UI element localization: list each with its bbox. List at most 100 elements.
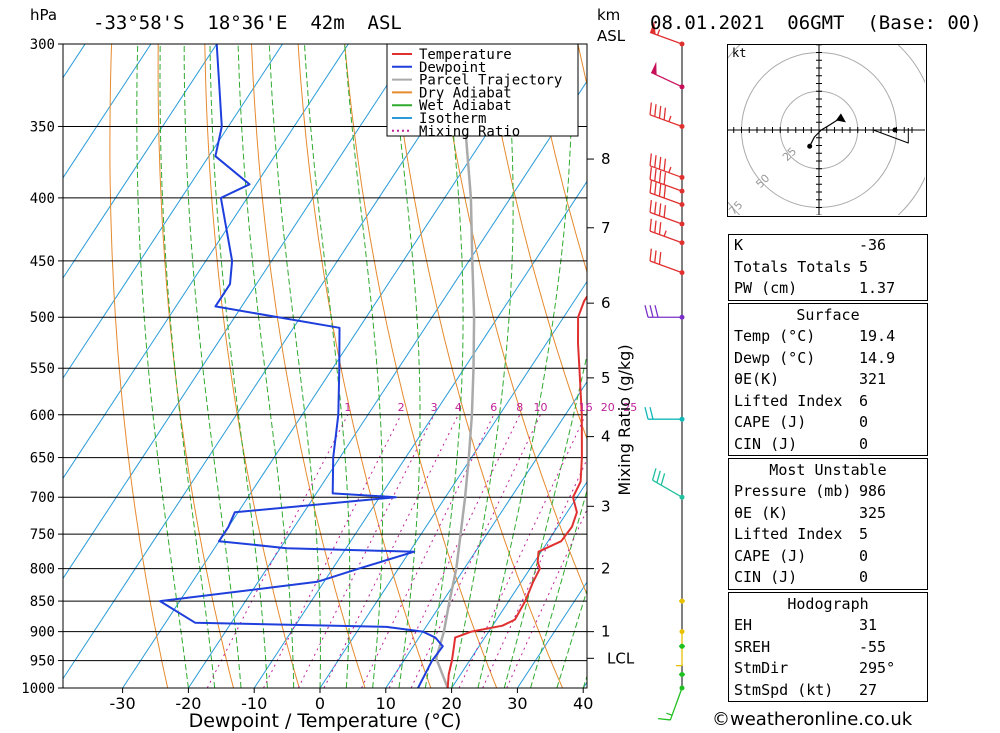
pressure-tick-label: 800 <box>30 562 55 578</box>
surface-label: θE(K) <box>734 370 780 388</box>
temperature-tick-label: 40 <box>573 694 593 713</box>
hodograph-row: SREH -55 <box>729 637 927 659</box>
wind-barb <box>650 61 683 88</box>
wet-adiabat-line <box>390 44 421 688</box>
km-label: km <box>597 6 620 24</box>
most-unstable-value: 5 <box>859 525 869 543</box>
wet-adiabat-line <box>424 44 464 688</box>
pressure-tick-label: 450 <box>30 254 55 270</box>
most-unstable-value: 986 <box>859 482 887 500</box>
hodograph-start-point <box>807 143 813 149</box>
index-row: K -36 <box>729 235 927 257</box>
index-value: 1.37 <box>859 279 896 297</box>
km-tick-label: 5 <box>601 369 611 387</box>
pressure-tick-label: 600 <box>30 408 55 424</box>
mixing-ratio-line <box>206 414 349 688</box>
pressure-tick-label: 300 <box>30 37 55 53</box>
surface-row: Dewp (°C) 14.9 <box>729 348 927 370</box>
surface-label: CAPE (J) <box>734 413 807 431</box>
hodograph-row: StmDir 295° <box>729 658 927 680</box>
mixing-ratio-label: 2 <box>398 401 405 414</box>
most-unstable-label: θE (K) <box>734 503 789 522</box>
wind-barb <box>649 167 683 192</box>
pressure-tick-label: 750 <box>30 527 55 543</box>
wind-barb <box>649 248 683 274</box>
surface-label: Dewp (°C) <box>734 348 816 367</box>
hodograph-value: 27 <box>859 680 878 699</box>
isotherm-line <box>451 481 587 688</box>
most-unstable-row: Lifted Index 5 <box>729 524 927 546</box>
isotherm-line <box>63 44 415 580</box>
most-unstable-value: 325 <box>859 503 887 522</box>
km-tick-label: 1 <box>601 623 611 641</box>
hodograph-value: 31 <box>859 616 878 634</box>
temperature-tick-label: -10 <box>241 694 267 713</box>
wind-barb <box>658 687 683 721</box>
hodograph-label: StmSpd (kt) <box>734 680 834 699</box>
hodograph-label: SREH <box>734 637 771 656</box>
wet-adiabat-line <box>237 44 295 688</box>
mixing-ratio-label: 3 <box>431 401 438 414</box>
temperature-tick-label: 10 <box>376 694 396 713</box>
index-label: K <box>734 236 744 254</box>
pressure-tick-label: 500 <box>30 310 55 326</box>
hodograph-panel: kt <box>727 44 927 217</box>
most-unstable-row: θE (K) 325 <box>729 503 927 525</box>
most-unstable-row: Pressure (mb) 986 <box>729 481 927 503</box>
hodograph-value: -55 <box>859 637 887 656</box>
surface-value: 0 <box>859 413 869 431</box>
asl-label: ASL <box>597 27 626 45</box>
pressure-tick-label: 650 <box>30 451 55 467</box>
dewpoint-line <box>159 44 444 688</box>
isotherm-line <box>63 44 481 680</box>
mixing-ratio-label: 1 <box>344 401 351 414</box>
wind-barb <box>651 468 683 498</box>
mixing-ratio-line <box>410 414 541 688</box>
pressure-tick-label: 350 <box>30 119 55 135</box>
temperature-tick-label: 0 <box>315 694 325 713</box>
km-tick-label: LCL <box>607 649 635 667</box>
mixing-ratio-label: 8 <box>516 401 523 414</box>
hodograph-table: Hodograph EH 31 SREH -55 StmDir 295° StmSpd (k… <box>728 592 928 702</box>
wind-barb <box>649 180 683 206</box>
legend-entry: Isotherm <box>419 111 486 127</box>
datetime-title: 08.01.2021 06GMT (Base: 00) <box>650 12 982 34</box>
index-label: Totals Totals <box>734 257 852 276</box>
pressure-tick-label: 700 <box>30 490 55 506</box>
surface-title: Surface <box>796 306 860 324</box>
hodograph-trace <box>809 117 841 147</box>
isotherm-line <box>63 44 218 279</box>
hodograph-row: EH 31 <box>729 615 927 637</box>
isotherm-line <box>253 180 587 688</box>
legend-entry: Dewpoint <box>419 60 486 76</box>
mixing-ratio-label: 25 <box>623 401 637 414</box>
mixing-ratio-axis-label: Mixing Ratio (g/kg) <box>615 344 634 495</box>
plot-frame <box>62 43 588 689</box>
km-tick-label: 8 <box>601 150 611 168</box>
wind-barb <box>649 102 683 128</box>
surface-value: 14.9 <box>859 348 896 367</box>
surface-row: CIN (J) 0 <box>729 434 927 456</box>
isotherm-line <box>0 26 31 714</box>
index-value: -36 <box>859 236 887 254</box>
most-unstable-label: CIN (J) <box>734 568 798 586</box>
surface-table: Surface Temp (°C) 19.4 Dewp (°C) 14.9 θE(K) 3… <box>728 303 928 456</box>
wet-adiabat-line <box>159 44 216 688</box>
index-value: 5 <box>859 257 869 276</box>
km-tick-label: 2 <box>601 560 611 578</box>
mixing-ratio-label: 6 <box>490 401 497 414</box>
storm-motion-point <box>892 127 898 133</box>
hodograph-label: EH <box>734 616 753 634</box>
pressure-tick-label: 400 <box>30 191 55 207</box>
most-unstable-label: Pressure (mb) <box>734 482 852 500</box>
index-row: Totals Totals 5 <box>729 257 927 279</box>
wind-barb <box>676 631 683 667</box>
surface-row: θE(K) 321 <box>729 369 927 391</box>
wet-adiabat-line <box>304 44 351 688</box>
indices-table: K -36 Totals Totals 5 PW (cm) 1.37 <box>728 234 928 301</box>
dry-adiabat-line <box>157 44 234 688</box>
pressure-tick-label: 950 <box>30 654 55 670</box>
parcel-trajectory-line <box>434 44 476 688</box>
hodograph-unit: kt <box>732 46 747 60</box>
